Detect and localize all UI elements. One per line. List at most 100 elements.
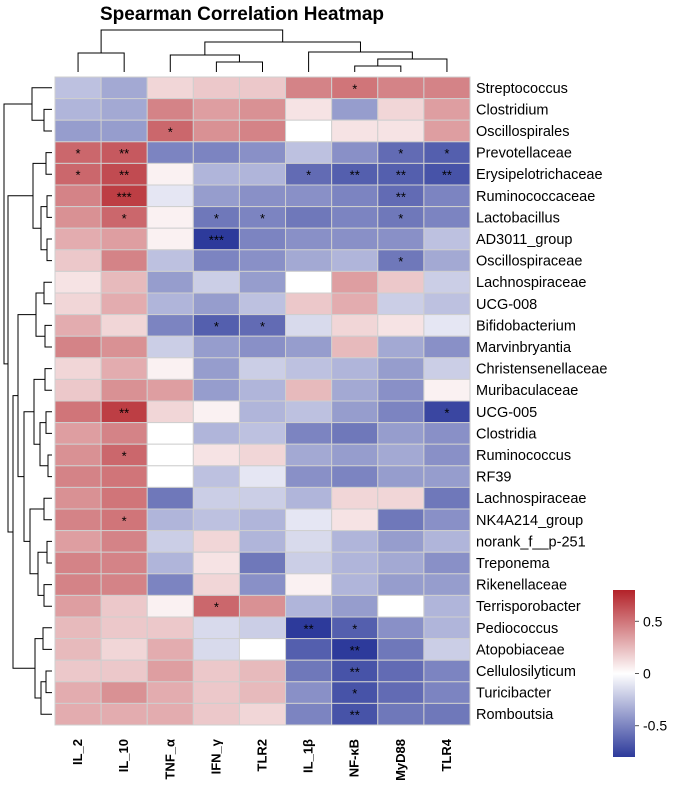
significance-star: ** <box>396 168 406 183</box>
dendrogram-branch <box>46 195 52 218</box>
heatmap-cell <box>192 702 240 726</box>
heatmap-cell <box>238 443 287 467</box>
heatmap-cell <box>54 98 102 121</box>
heatmap-cell <box>331 357 379 380</box>
dendrogram-branch <box>29 508 44 575</box>
row-label: Treponema <box>476 556 551 572</box>
heatmap-cell <box>54 573 102 596</box>
heatmap-cell <box>331 573 379 596</box>
heatmap-cell <box>285 659 333 683</box>
heatmap-cell <box>285 702 333 726</box>
heatmap-cell <box>146 270 194 294</box>
heatmap-cell <box>192 335 240 359</box>
heatmap-cell <box>423 659 471 683</box>
heatmap-cell <box>238 270 287 294</box>
heatmap-cell <box>377 681 425 704</box>
heatmap-cell <box>238 702 287 726</box>
heatmap-cell <box>238 422 287 445</box>
heatmap-cell <box>331 227 379 251</box>
heatmap-cell <box>100 335 148 359</box>
heatmap-cell <box>100 292 148 316</box>
heatmap-cell <box>192 162 240 186</box>
heatmap-cell <box>377 465 425 488</box>
heatmap-cell <box>146 443 194 467</box>
row-label: NK4A214_group <box>476 513 583 529</box>
heatmap-cell <box>285 141 333 164</box>
dendrogram-branch <box>31 87 52 121</box>
dendrogram-branch <box>45 152 52 175</box>
heatmap-cell <box>238 465 287 488</box>
heatmap-cell <box>54 508 102 532</box>
dendrogram-branch <box>44 324 52 348</box>
significance-star: * <box>306 168 311 183</box>
column-dendrogram <box>77 29 448 72</box>
heatmap-cell <box>100 702 148 726</box>
row-label: norank_f__p-251 <box>476 534 586 550</box>
heatmap-cell <box>423 357 471 380</box>
heatmap-cell <box>285 249 333 272</box>
heatmap-cell <box>54 551 102 575</box>
heatmap-cell <box>54 249 102 272</box>
heatmap-cell <box>54 400 102 424</box>
dendrogram-branch <box>204 41 361 55</box>
heatmap-cell <box>146 227 194 251</box>
column-label: TLR2 <box>255 739 270 772</box>
heatmap-cell <box>377 422 425 445</box>
heatmap-cell <box>285 184 333 208</box>
dendrogram-branch <box>354 65 402 72</box>
heatmap-cell <box>100 76 148 100</box>
heatmap-cell <box>285 206 333 229</box>
significance-star: ** <box>350 643 360 658</box>
dendrogram-branch <box>17 314 36 478</box>
heatmap-cell <box>285 335 333 359</box>
heatmap-cell <box>238 594 287 618</box>
heatmap-cell <box>192 616 240 640</box>
heatmap-cell <box>331 378 379 402</box>
column-label: MyD88 <box>393 739 408 781</box>
row-label: UCG-005 <box>476 405 537 421</box>
heatmap-cell <box>146 249 194 272</box>
heatmap-cell <box>54 530 102 553</box>
significance-star: ** <box>350 168 360 183</box>
significance-star: *** <box>117 189 132 204</box>
heatmap-cell <box>285 227 333 251</box>
dendrogram-branch <box>100 29 284 53</box>
significance-star: * <box>398 211 403 226</box>
heatmap-cell <box>377 119 425 143</box>
heatmap-cell <box>238 681 287 704</box>
heatmap-cell <box>377 227 425 251</box>
heatmap-cell <box>192 119 240 143</box>
heatmap-cell <box>377 702 425 726</box>
heatmap-cell <box>54 486 102 510</box>
heatmap-cell <box>100 357 148 380</box>
column-label: TLR4 <box>439 738 454 771</box>
heatmap-cell <box>238 119 287 143</box>
significance-star: * <box>260 319 265 334</box>
heatmap-cell <box>238 141 287 164</box>
heatmap-cell <box>54 465 102 488</box>
heatmap-cell <box>54 357 102 380</box>
heatmap-cell <box>423 270 471 294</box>
row-label: Ruminococcus <box>476 448 571 464</box>
heatmap-cell <box>146 206 194 229</box>
heatmap-cell <box>423 249 471 272</box>
heatmap-cell <box>331 141 379 164</box>
significance-star: * <box>122 211 127 226</box>
heatmap-cell <box>54 681 102 704</box>
row-label: RF39 <box>476 470 511 486</box>
heatmap-cell <box>146 702 194 726</box>
significance-star: * <box>352 621 357 636</box>
heatmap-cell <box>100 659 148 683</box>
heatmap-cell <box>377 98 425 121</box>
heatmap-cell <box>192 184 240 208</box>
heatmap-cell <box>423 551 471 575</box>
dendrogram-branch <box>77 52 125 72</box>
significance-star: * <box>214 211 219 226</box>
heatmap-cell <box>285 292 333 316</box>
heatmap-cell <box>192 465 240 488</box>
heatmap-cell <box>100 249 148 272</box>
heatmap-cell <box>331 314 379 337</box>
dendrogram-branch <box>37 551 47 596</box>
dendrogram-branch <box>7 195 33 533</box>
heatmap-cell <box>192 98 240 121</box>
